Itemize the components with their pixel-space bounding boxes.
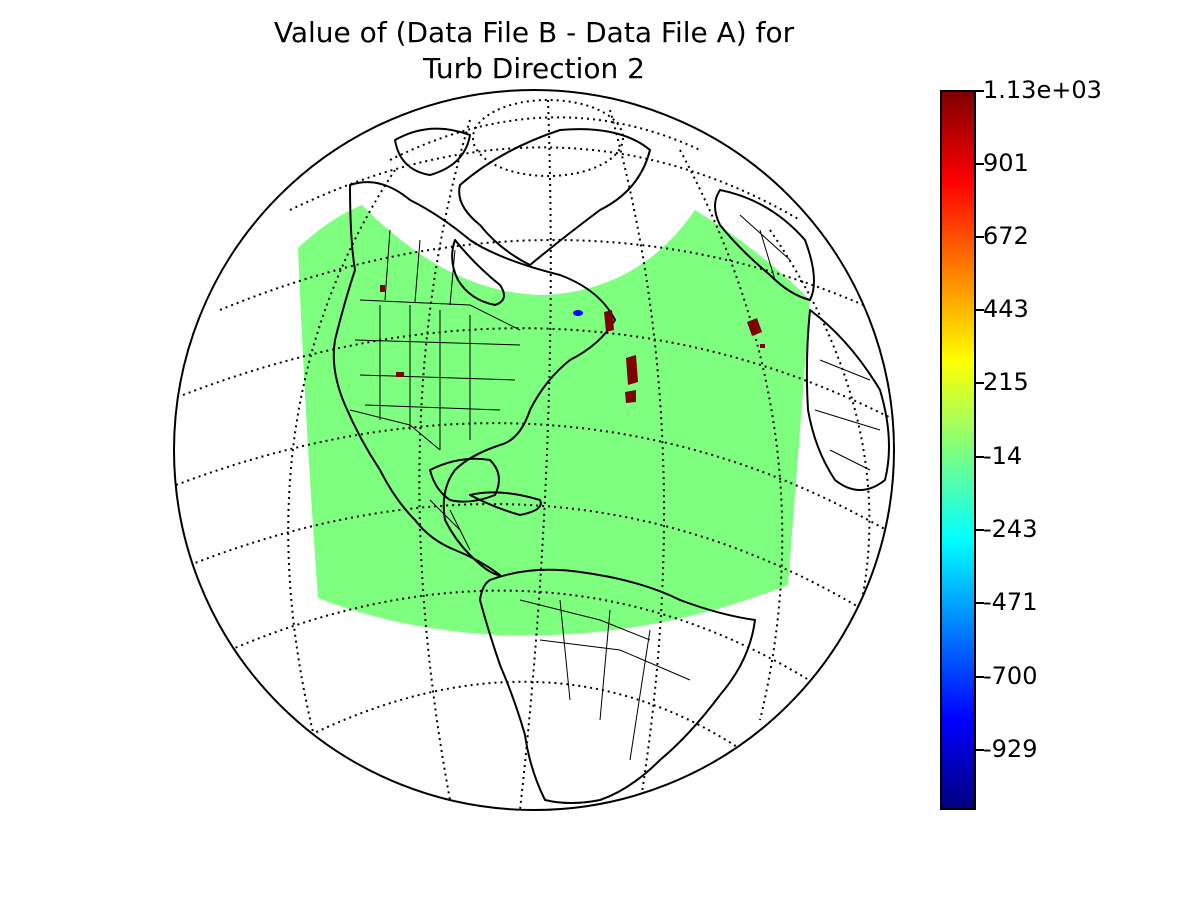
north-america-coastline [332,181,616,576]
cuba-coastline [469,491,542,516]
us-state-lines-2 [354,339,521,411]
colorbar-label: 443 [983,295,1029,323]
data-field [298,205,810,636]
us-state-lines-1 [379,305,471,450]
colorbar-label: -929 [983,735,1038,763]
canada-province-lines [384,229,456,306]
anomaly-patch-small-ocean [760,344,765,348]
africa-lines [814,359,881,471]
colorbar-tick [976,749,984,751]
colorbar-label: 215 [983,368,1029,396]
colorbar-label: 672 [983,222,1029,250]
anomaly-patch-atlantic-2 [625,390,636,403]
graticule-parallel-2 [289,146,801,221]
colorbar-tick [976,382,984,384]
anomaly-patches [380,285,765,403]
colorbar-label: -243 [983,515,1038,543]
greenland-coastline [458,128,651,266]
colorbar-label: -471 [983,588,1038,616]
anomaly-patch-usa [396,372,404,377]
colorbar-tick [976,90,984,92]
arctic-islands-coastline [394,127,471,176]
south-america-coastline [479,568,756,804]
graticule-parallel-3 [219,239,876,311]
south-america-lines-1 [519,599,691,681]
graticule-meridian-4 [609,109,665,806]
africa-coastline [805,309,890,491]
data-field-swath [298,205,810,636]
anomaly-patch-atlantic-1 [626,355,638,385]
colorbar-tick [976,163,984,165]
europe-coastline [714,189,815,301]
colorbar-label: 1.13e+03 [983,76,1102,104]
graticule-meridian-2 [418,119,471,801]
south-america-lines-2 [559,599,651,761]
colorbar-label: -14 [983,442,1023,470]
graticule-meridian-1 [287,169,396,761]
anomaly-patch-newfoundland [604,310,614,332]
anomaly-patch-europe [747,318,762,336]
colorbar-tick [976,529,984,531]
graticule-meridian-6 [769,229,871,611]
political-boundaries [349,214,881,761]
colorbar-label: -700 [983,662,1038,690]
chart-title-line-2: Turb Direction 2 [423,52,645,85]
central-america-lines [429,499,471,551]
europe-lines [739,214,791,281]
colorbar-tick [976,456,984,458]
colorbar-label: 901 [983,149,1029,177]
colorbar-tick [976,602,984,604]
graticule-polar-circle [472,99,624,177]
graticule-parallel-1 [389,116,701,161]
anomaly-patch-canada [380,285,385,292]
coastlines [332,127,890,804]
colorbar [940,90,976,810]
gulf-of-mexico-coastline [429,457,500,503]
colorbar-tick [976,309,984,311]
graticule-parallel-8 [299,680,771,771]
globe-outline [173,89,895,811]
canada-us-border [359,299,521,331]
graticule-parallel-7 [229,589,841,701]
graticule [175,99,894,810]
anomaly-patch-negative [573,310,583,316]
chart-title-line-1: Value of (Data File B - Data File A) for [273,16,795,49]
colorbar-tick [976,676,984,678]
colorbar-tick [976,236,984,238]
